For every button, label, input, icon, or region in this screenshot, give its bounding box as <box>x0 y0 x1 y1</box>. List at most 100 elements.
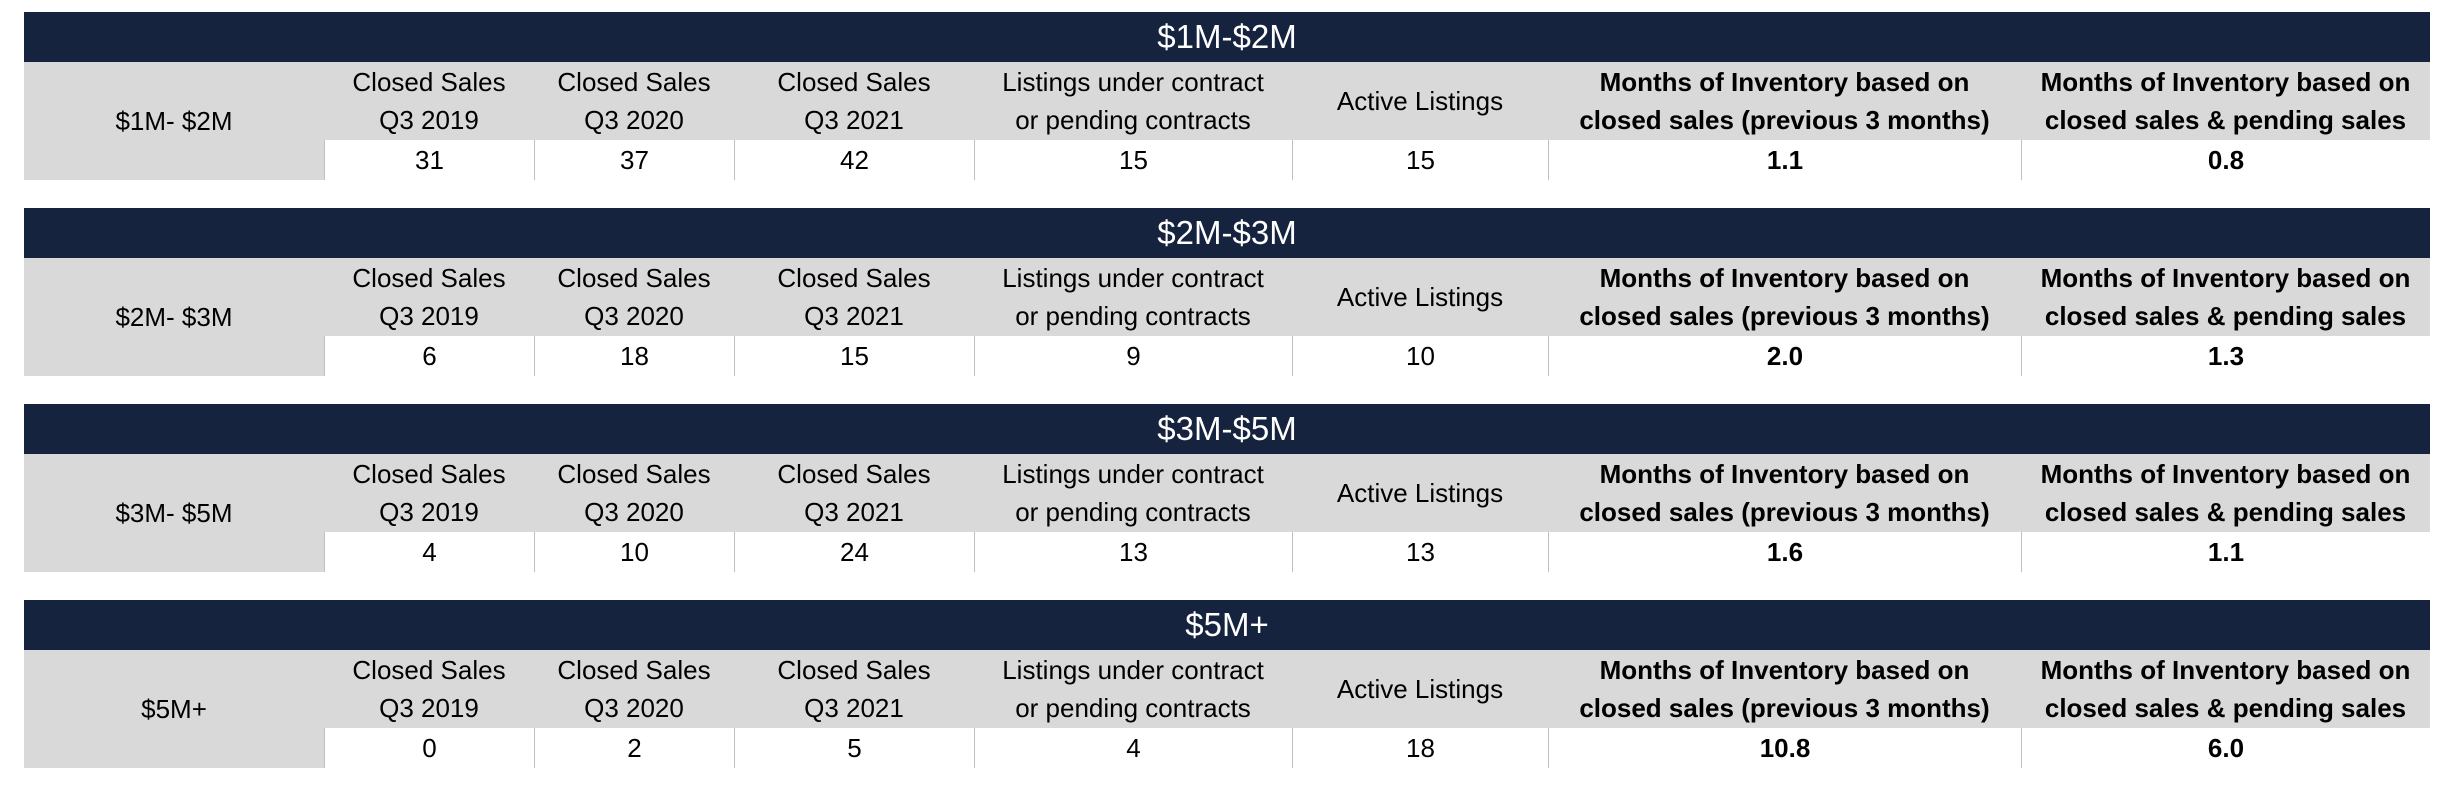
column-header: Months of Inventory based on closed sale… <box>2021 62 2430 140</box>
table-title: $1M-$2M <box>24 12 2430 62</box>
inventory-tables: $1M-$2M $1M- $2M Closed Sales Q3 2019 31 Clo… <box>24 12 2430 768</box>
column-header: Closed Sales Q3 2020 <box>534 650 734 728</box>
table-column: Closed Sales Q3 2019 31 <box>324 62 534 180</box>
table-column: Closed Sales Q3 2021 15 <box>734 258 974 376</box>
data-cell: 18 <box>534 336 734 376</box>
column-header: Listings under contract or pending contr… <box>974 650 1292 728</box>
table-column: Months of Inventory based on closed sale… <box>2021 454 2430 572</box>
table-column: Months of Inventory based on closed sale… <box>1548 62 2021 180</box>
data-cell: 10.8 <box>1548 728 2021 768</box>
data-cell: 13 <box>974 532 1292 572</box>
column-header: Months of Inventory based on closed sale… <box>1548 454 2021 532</box>
table-column: Months of Inventory based on closed sale… <box>1548 258 2021 376</box>
column-header: Closed Sales Q3 2021 <box>734 650 974 728</box>
table-column: Closed Sales Q3 2020 10 <box>534 454 734 572</box>
row-label: $1M- $2M <box>24 62 324 180</box>
table-grid: $2M- $3M Closed Sales Q3 2019 6 Closed Sale… <box>24 258 2430 376</box>
data-cell: 1.1 <box>1548 140 2021 180</box>
table-column: Closed Sales Q3 2021 5 <box>734 650 974 768</box>
column-header: Active Listings <box>1292 62 1548 140</box>
table-column: Closed Sales Q3 2020 2 <box>534 650 734 768</box>
table-column: Listings under contract or pending contr… <box>974 454 1292 572</box>
data-cell: 0.8 <box>2021 140 2430 180</box>
data-cell: 15 <box>974 140 1292 180</box>
column-header: Closed Sales Q3 2021 <box>734 62 974 140</box>
row-label: $2M- $3M <box>24 258 324 376</box>
data-cell: 37 <box>534 140 734 180</box>
column-header: Active Listings <box>1292 454 1548 532</box>
data-cell: 4 <box>974 728 1292 768</box>
data-cell: 6 <box>324 336 534 376</box>
data-cell: 10 <box>1292 336 1548 376</box>
data-cell: 24 <box>734 532 974 572</box>
table-title: $5M+ <box>24 600 2430 650</box>
data-cell: 13 <box>1292 532 1548 572</box>
table-title: $3M-$5M <box>24 404 2430 454</box>
table-column: Active Listings 18 <box>1292 650 1548 768</box>
table-grid: $3M- $5M Closed Sales Q3 2019 4 Closed Sale… <box>24 454 2430 572</box>
data-cell: 1.1 <box>2021 532 2430 572</box>
table-column: Listings under contract or pending contr… <box>974 258 1292 376</box>
table-column: Active Listings 13 <box>1292 454 1548 572</box>
table-column: Closed Sales Q3 2020 18 <box>534 258 734 376</box>
table-grid: $5M+ Closed Sales Q3 2019 0 Closed Sales Q3… <box>24 650 2430 768</box>
column-header: Months of Inventory based on closed sale… <box>1548 650 2021 728</box>
column-header: Closed Sales Q3 2019 <box>324 650 534 728</box>
data-cell: 31 <box>324 140 534 180</box>
table-column: Closed Sales Q3 2019 6 <box>324 258 534 376</box>
price-range-table: $1M-$2M $1M- $2M Closed Sales Q3 2019 31 Clo… <box>24 12 2430 180</box>
data-cell: 0 <box>324 728 534 768</box>
table-column: Months of Inventory based on closed sale… <box>2021 650 2430 768</box>
table-column: Months of Inventory based on closed sale… <box>1548 650 2021 768</box>
column-header: Closed Sales Q3 2019 <box>324 62 534 140</box>
data-cell: 18 <box>1292 728 1548 768</box>
data-cell: 2 <box>534 728 734 768</box>
column-header: Closed Sales Q3 2021 <box>734 454 974 532</box>
column-header: Active Listings <box>1292 650 1548 728</box>
row-label: $5M+ <box>24 650 324 768</box>
table-column: Months of Inventory based on closed sale… <box>1548 454 2021 572</box>
column-header: Months of Inventory based on closed sale… <box>1548 62 2021 140</box>
table-title: $2M-$3M <box>24 208 2430 258</box>
column-header: Closed Sales Q3 2020 <box>534 454 734 532</box>
table-column: Closed Sales Q3 2021 42 <box>734 62 974 180</box>
data-cell: 15 <box>1292 140 1548 180</box>
column-header: Closed Sales Q3 2019 <box>324 454 534 532</box>
data-cell: 2.0 <box>1548 336 2021 376</box>
column-header: Listings under contract or pending contr… <box>974 258 1292 336</box>
row-label: $3M- $5M <box>24 454 324 572</box>
table-column: Closed Sales Q3 2019 0 <box>324 650 534 768</box>
table-column: Closed Sales Q3 2021 24 <box>734 454 974 572</box>
column-header: Closed Sales Q3 2020 <box>534 62 734 140</box>
column-header: Months of Inventory based on closed sale… <box>2021 258 2430 336</box>
column-header: Months of Inventory based on closed sale… <box>1548 258 2021 336</box>
column-header: Closed Sales Q3 2021 <box>734 258 974 336</box>
data-cell: 15 <box>734 336 974 376</box>
data-cell: 6.0 <box>2021 728 2430 768</box>
data-cell: 5 <box>734 728 974 768</box>
data-cell: 4 <box>324 532 534 572</box>
column-header: Closed Sales Q3 2019 <box>324 258 534 336</box>
table-column: Active Listings 15 <box>1292 62 1548 180</box>
table-column: Months of Inventory based on closed sale… <box>2021 62 2430 180</box>
table-column: Listings under contract or pending contr… <box>974 62 1292 180</box>
data-cell: 10 <box>534 532 734 572</box>
column-header: Listings under contract or pending contr… <box>974 62 1292 140</box>
data-cell: 42 <box>734 140 974 180</box>
table-grid: $1M- $2M Closed Sales Q3 2019 31 Closed Sal… <box>24 62 2430 180</box>
data-cell: 9 <box>974 336 1292 376</box>
table-column: Months of Inventory based on closed sale… <box>2021 258 2430 376</box>
price-range-table: $2M-$3M $2M- $3M Closed Sales Q3 2019 6 Clos… <box>24 208 2430 376</box>
data-cell: 1.3 <box>2021 336 2430 376</box>
table-column: Active Listings 10 <box>1292 258 1548 376</box>
column-header: Active Listings <box>1292 258 1548 336</box>
price-range-table: $3M-$5M $3M- $5M Closed Sales Q3 2019 4 Clos… <box>24 404 2430 572</box>
data-cell: 1.6 <box>1548 532 2021 572</box>
column-header: Listings under contract or pending contr… <box>974 454 1292 532</box>
table-column: Listings under contract or pending contr… <box>974 650 1292 768</box>
column-header: Months of Inventory based on closed sale… <box>2021 454 2430 532</box>
column-header: Closed Sales Q3 2020 <box>534 258 734 336</box>
table-column: Closed Sales Q3 2019 4 <box>324 454 534 572</box>
table-column: Closed Sales Q3 2020 37 <box>534 62 734 180</box>
column-header: Months of Inventory based on closed sale… <box>2021 650 2430 728</box>
